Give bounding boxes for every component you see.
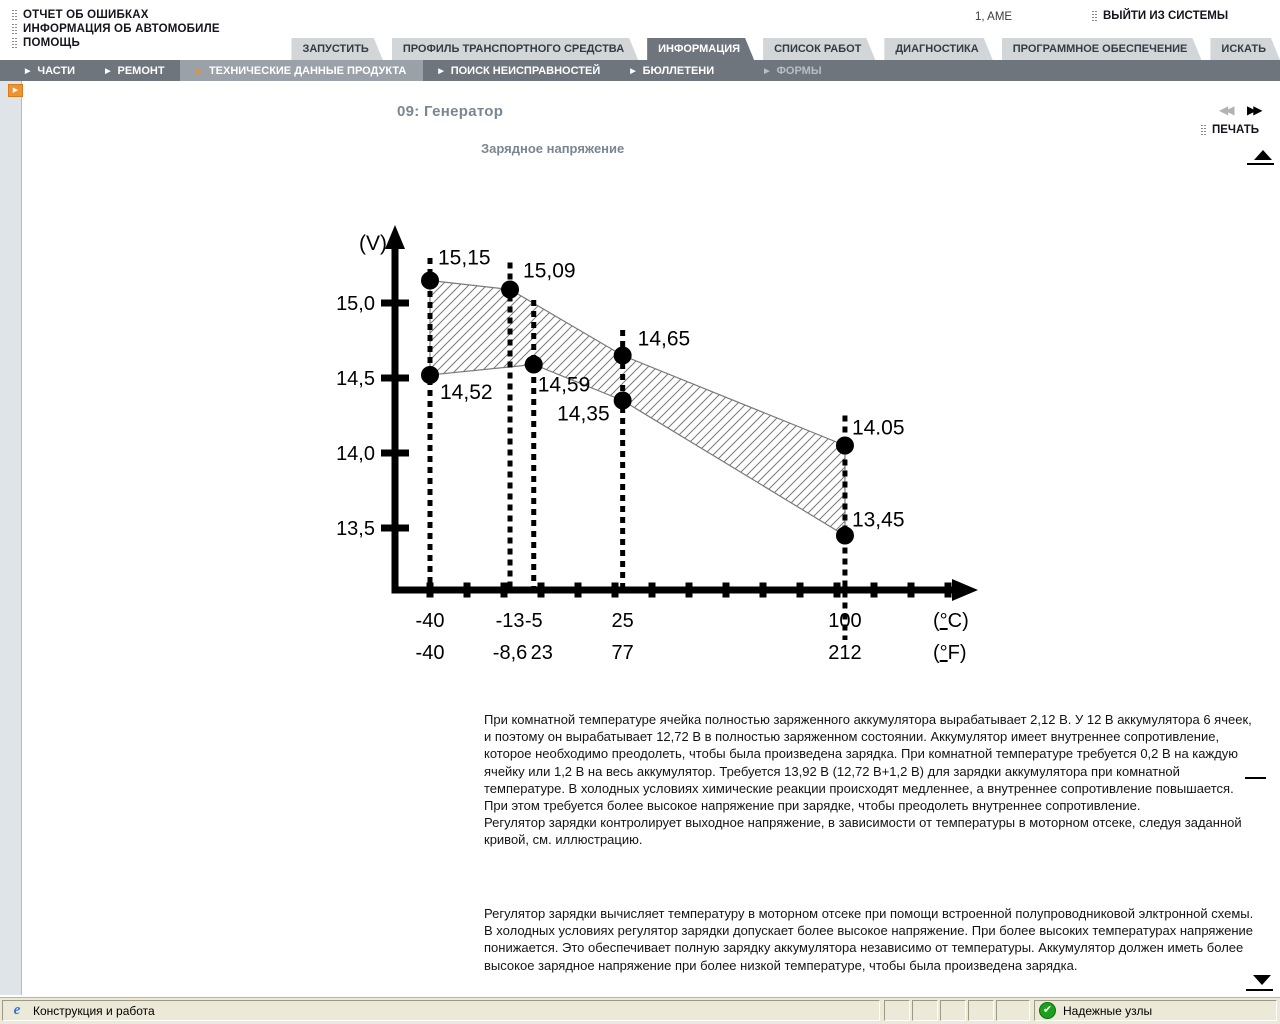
description-text-block-1: При комнатной температуре ячейка полност… — [484, 711, 1255, 849]
subnav-fault-tracing-label: ПОИСК НЕИСПРАВНОСТЕЙ — [450, 64, 601, 77]
tab-vehicle-profile[interactable]: ПРОФИЛЬ ТРАНСПОРТНОГО СРЕДСТВА — [392, 38, 638, 60]
page-title: 09: Генератор — [397, 103, 504, 120]
arrow-bullet-icon: ▶ — [196, 67, 202, 75]
svg-text:100: 100 — [828, 610, 861, 632]
svg-text:14.05: 14.05 — [852, 417, 905, 440]
page-back-button[interactable]: ◀◀ — [1219, 103, 1235, 117]
status-bar: e Конструкция и работа ✔ Надежные узлы — [0, 997, 1280, 1024]
svg-text:15,15: 15,15 — [438, 247, 491, 270]
arrow-bullet-icon: ▶ — [438, 67, 444, 75]
status-document-cell: e Конструкция и работа — [2, 1000, 880, 1021]
svg-text:-13: -13 — [496, 610, 525, 632]
subnav-bulletins-label: БЮЛЛЕТЕНИ — [642, 64, 715, 77]
ie-icon: e — [13, 1001, 21, 1018]
svg-text:23: 23 — [531, 642, 553, 664]
chart-title: Зарядное напряжение — [481, 141, 625, 156]
svg-text:14,52: 14,52 — [440, 381, 493, 404]
svg-text:77: 77 — [612, 642, 634, 664]
status-cell-empty — [996, 1000, 1030, 1021]
link-vehicle-information-label: ИНФОРМАЦИЯ ОБ АВТОМОБИЛЕ — [23, 22, 220, 35]
page-forward-button[interactable]: ▶▶ — [1247, 103, 1263, 117]
dots-icon — [12, 23, 17, 34]
svg-text:14,5: 14,5 — [336, 368, 375, 390]
subnav-forms[interactable]: ▶ ФОРМЫ — [749, 60, 836, 81]
arrow-bullet-icon: ▶ — [630, 67, 636, 75]
content-divider-line — [1245, 777, 1266, 779]
status-document-label: Конструкция и работа — [33, 1003, 155, 1018]
tab-diagnostics[interactable]: ДИАГНОСТИКА — [884, 38, 992, 60]
paragraph: Регулятор зарядки вычисляет температуру … — [484, 906, 1254, 973]
subnav-repair-label: РЕМОНТ — [117, 64, 165, 77]
status-security-zone-cell: ✔ Надежные узлы — [1034, 1000, 1277, 1021]
logout-button[interactable]: ВЫЙТИ ИЗ СИСТЕМЫ — [1092, 10, 1228, 22]
dots-icon — [1092, 11, 1097, 21]
arrow-bullet-icon: ▶ — [25, 67, 31, 75]
svg-text:15,09: 15,09 — [523, 260, 576, 283]
dots-icon — [12, 37, 17, 48]
dots-icon — [12, 9, 17, 20]
svg-text:(V): (V) — [359, 232, 387, 255]
tab-job-list[interactable]: СПИСОК РАБОТ — [763, 38, 875, 60]
svg-text:13,45: 13,45 — [852, 509, 905, 532]
arrow-bullet-icon: ▶ — [105, 67, 111, 75]
print-label: ПЕЧАТЬ — [1212, 124, 1260, 136]
description-text-block-2: Регулятор зарядки вычисляет температуру … — [484, 905, 1255, 974]
svg-text:13,5: 13,5 — [336, 518, 375, 540]
tab-software[interactable]: ПРОГРАММНОЕ ОБЕСПЕЧЕНИЕ — [1002, 38, 1202, 60]
sub-nav-bar: ▶ ЧАСТИ ▶ РЕМОНТ ▶ ТЕХНИЧЕСКИЕ ДАННЫЕ ПР… — [0, 60, 1280, 81]
main-tab-bar: ЗАПУСТИТЬ ПРОФИЛЬ ТРАНСПОРТНОГО СРЕДСТВА… — [0, 38, 1280, 60]
svg-text:(°F): (°F) — [933, 642, 967, 664]
svg-text:-40: -40 — [416, 642, 445, 664]
tab-launch[interactable]: ЗАПУСТИТЬ — [291, 38, 382, 60]
link-help-label: ПОМОЩЬ — [23, 36, 80, 49]
link-vehicle-information[interactable]: ИНФОРМАЦИЯ ОБ АВТОМОБИЛЕ — [12, 22, 220, 35]
scroll-up-bar — [1247, 163, 1274, 165]
status-cell-empty — [968, 1000, 994, 1021]
tab-search[interactable]: ИСКАТЬ — [1210, 38, 1280, 60]
tab-information[interactable]: ИНФОРМАЦИЯ — [647, 38, 754, 60]
svg-text:-40: -40 — [416, 610, 445, 632]
subnav-repair[interactable]: ▶ РЕМОНТ — [90, 60, 179, 81]
svg-text:14,0: 14,0 — [336, 443, 375, 465]
subnav-bulletins[interactable]: ▶ БЮЛЛЕТЕНИ — [615, 60, 729, 81]
status-cell-empty — [912, 1000, 938, 1021]
link-error-report[interactable]: ОТЧЕТ ОБ ОШИБКАХ — [12, 8, 220, 21]
svg-text:14,35: 14,35 — [557, 403, 610, 426]
user-info: 1, AME — [975, 11, 1013, 23]
logout-label: ВЫЙТИ ИЗ СИСТЕМЫ — [1103, 10, 1229, 22]
status-zone-label: Надежные узлы — [1063, 1003, 1153, 1018]
left-panel-strip: ▶ — [0, 81, 23, 995]
svg-text:14,65: 14,65 — [638, 328, 691, 351]
svg-text:-8,6: -8,6 — [493, 642, 527, 664]
svg-text:212: 212 — [828, 642, 861, 664]
scroll-down-bar — [1246, 989, 1273, 991]
scroll-down-icon[interactable] — [1253, 975, 1271, 985]
dots-icon — [1201, 125, 1206, 135]
status-cell-empty — [884, 1000, 910, 1021]
link-help[interactable]: ПОМОЩЬ — [12, 36, 220, 49]
status-cell-empty — [940, 1000, 966, 1021]
paragraph: При комнатной температуре ячейка полност… — [484, 712, 1252, 814]
arrow-bullet-icon: ▶ — [764, 67, 770, 75]
subnav-product-technical-data-label: ТЕХНИЧЕСКИЕ ДАННЫЕ ПРОДУКТА — [208, 64, 407, 77]
svg-text:15,0: 15,0 — [336, 293, 375, 315]
svg-text:14,59: 14,59 — [538, 374, 591, 397]
expand-panel-button[interactable]: ▶ — [8, 84, 23, 97]
link-error-report-label: ОТЧЕТ ОБ ОШИБКАХ — [23, 8, 149, 21]
charging-voltage-chart: 15,0 14,5 14,0 13,5 -40 -40 -13 -8,6 -5 23 25 77 100… — [336, 225, 978, 664]
subnav-fault-tracing[interactable]: ▶ ПОИСК НЕИСПРАВНОСТЕЙ — [423, 60, 615, 81]
quick-links: ОТЧЕТ ОБ ОШИБКАХ ИНФОРМАЦИЯ ОБ АВТОМОБИЛ… — [12, 8, 220, 50]
paragraph: Регулятор зарядки контролирует выходное … — [484, 815, 1242, 848]
svg-text:(°C): (°C) — [933, 610, 969, 632]
svg-text:25: 25 — [612, 610, 634, 632]
print-button[interactable]: ПЕЧАТЬ — [1201, 124, 1259, 136]
trusted-check-icon: ✔ — [1039, 1002, 1056, 1019]
subnav-forms-label: ФОРМЫ — [776, 64, 822, 77]
subnav-parts[interactable]: ▶ ЧАСТИ — [10, 60, 90, 81]
scroll-up-icon[interactable] — [1254, 150, 1272, 160]
subnav-parts-label: ЧАСТИ — [37, 64, 76, 77]
svg-text:-5: -5 — [525, 610, 543, 632]
subnav-product-technical-data[interactable]: ▶ ТЕХНИЧЕСКИЕ ДАННЫЕ ПРОДУКТА — [179, 60, 424, 81]
